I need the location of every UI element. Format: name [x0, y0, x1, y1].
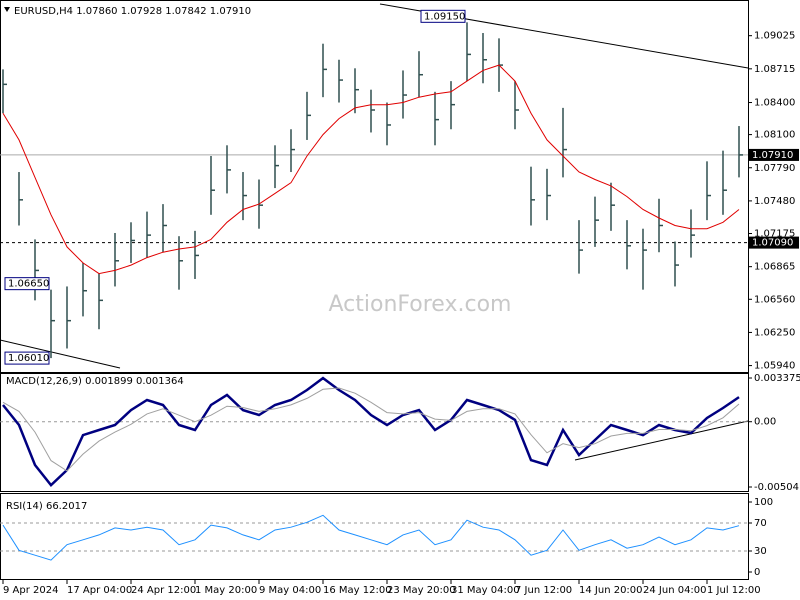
main-frame: [0, 0, 749, 373]
rsi-frame: [0, 493, 749, 580]
y-tick-label: 1.06250: [754, 327, 795, 338]
y-tick-label: 0.003375: [754, 373, 800, 384]
y-tick-label: 1.08715: [754, 64, 795, 75]
annotation-label: 1.06010: [8, 353, 49, 364]
trendline: [0, 339, 121, 369]
x-tick-label: 31 May 04:00: [451, 585, 520, 596]
y-tick-label: 100: [754, 497, 773, 508]
macd-frame: [0, 373, 749, 492]
y-tick-label: 0: [754, 567, 760, 578]
x-tick-label: 9 Apr 2024: [3, 585, 58, 596]
y-tick-label: 1.07175: [754, 229, 795, 240]
y-tick-label: 1.07790: [754, 163, 795, 174]
watermark: ActionForex.com: [329, 292, 512, 317]
indicator-line: [2, 376, 740, 487]
x-tick-label: 14 Jun 20:00: [579, 585, 643, 596]
price-tag: [749, 236, 799, 249]
trendline: [574, 420, 749, 461]
annotation-box: [4, 277, 50, 291]
annotation-box: [420, 9, 466, 23]
y-tick-label: 1.05940: [754, 361, 795, 372]
y-tick-label: 1.08400: [754, 98, 795, 109]
y-tick-label: -0.00504: [754, 482, 799, 493]
x-tick-label: 7 Jun 12:00: [515, 585, 572, 596]
panel-title: EURUSD,H4 1.07860 1.07928 1.07842 1.0791…: [14, 6, 251, 17]
y-tick-label: 1.08100: [754, 130, 795, 141]
x-tick-label: 23 May 20:00: [387, 585, 456, 596]
annotation-box: [4, 351, 50, 365]
y-tick-label: 1.07480: [754, 196, 795, 207]
indicator-line: [2, 514, 740, 561]
dropdown-icon: [4, 7, 10, 12]
y-tick-label: 1.06560: [754, 294, 795, 305]
indicator-line: [2, 387, 740, 472]
y-tick-label: 70: [754, 518, 767, 529]
price-tag: [749, 148, 799, 161]
x-tick-label: 1 Jul 12:00: [707, 585, 761, 596]
x-tick-label: 16 May 12:00: [323, 585, 392, 596]
annotation-label: 1.06650: [8, 279, 49, 290]
y-tick-label: 1.06865: [754, 262, 795, 273]
x-tick-label: 24 Jun 04:00: [643, 585, 707, 596]
y-tick-label: 1.09025: [754, 31, 795, 42]
panel-title: MACD(12,26,9) 0.001899 0.001364: [6, 376, 184, 387]
x-tick-label: 17 Apr 04:00: [67, 585, 132, 596]
panel-title: RSI(14) 66.2017: [6, 501, 87, 512]
y-tick-label: 0.00: [754, 417, 776, 428]
x-tick-label: 24 Apr 12:00: [131, 585, 196, 596]
price-tag-label: 1.07090: [752, 238, 793, 249]
x-tick-label: 9 May 04:00: [259, 585, 321, 596]
indicator-line: [2, 64, 740, 275]
price-tag-label: 1.07910: [752, 150, 793, 161]
annotation-label: 1.09150: [424, 11, 465, 22]
frames: [0, 0, 749, 580]
x-tick-label: 1 May 20:00: [195, 585, 257, 596]
y-tick-label: 30: [754, 546, 767, 557]
